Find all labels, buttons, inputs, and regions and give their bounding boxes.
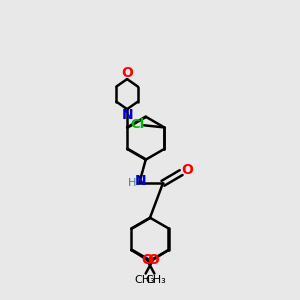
Text: CH₃: CH₃ (145, 274, 166, 285)
Text: O: O (121, 66, 133, 80)
Text: O: O (147, 253, 159, 267)
Text: N: N (121, 107, 133, 122)
Text: N: N (135, 174, 147, 188)
Text: O: O (181, 164, 193, 177)
Text: O: O (141, 253, 153, 267)
Text: Cl: Cl (130, 118, 145, 131)
Text: CH₃: CH₃ (134, 274, 155, 285)
Text: H: H (128, 178, 136, 188)
